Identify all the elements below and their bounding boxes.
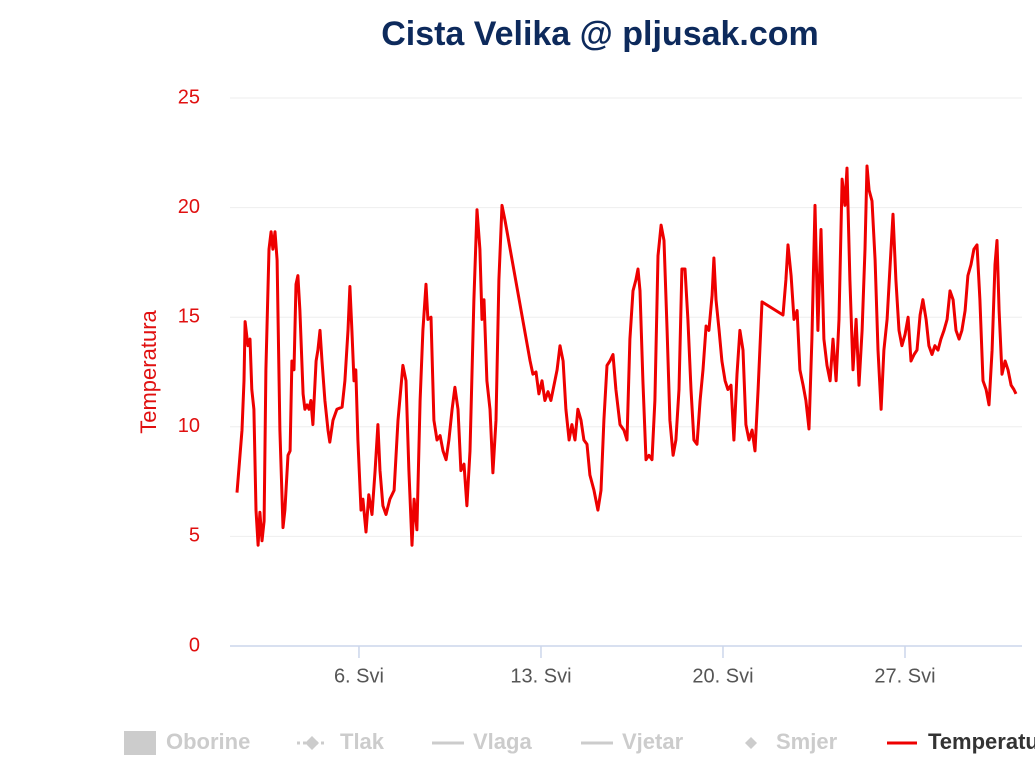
legend-label[interactable]: Vjetar: [622, 729, 684, 754]
y-tick-label: 20: [178, 196, 200, 218]
legend-label[interactable]: Smjer: [776, 729, 838, 754]
x-tick-label: 13. Svi: [510, 665, 571, 687]
y-tick-label: 0: [189, 634, 200, 656]
legend-symbol: [124, 731, 156, 755]
legend-label[interactable]: Temperatura: [928, 729, 1035, 754]
legend-symbol: [305, 736, 319, 750]
y-tick-label: 25: [178, 86, 200, 108]
y-tick-label: 5: [189, 525, 200, 547]
y-tick-label: 10: [178, 415, 200, 437]
legend-symbol: [745, 737, 757, 749]
chart-title: Cista Velika @ pljusak.com: [381, 15, 819, 53]
legend-label[interactable]: Tlak: [340, 729, 385, 754]
x-tick-label: 6. Svi: [334, 665, 384, 687]
y-axis-title: Temperatura: [136, 309, 161, 433]
legend-label[interactable]: Oborine: [166, 729, 250, 754]
x-tick-label: 27. Svi: [874, 665, 935, 687]
temperature-line: [237, 166, 1016, 545]
x-tick-label: 20. Svi: [692, 665, 753, 687]
y-tick-label: 15: [178, 305, 200, 327]
legend-label[interactable]: Vlaga: [473, 729, 532, 754]
